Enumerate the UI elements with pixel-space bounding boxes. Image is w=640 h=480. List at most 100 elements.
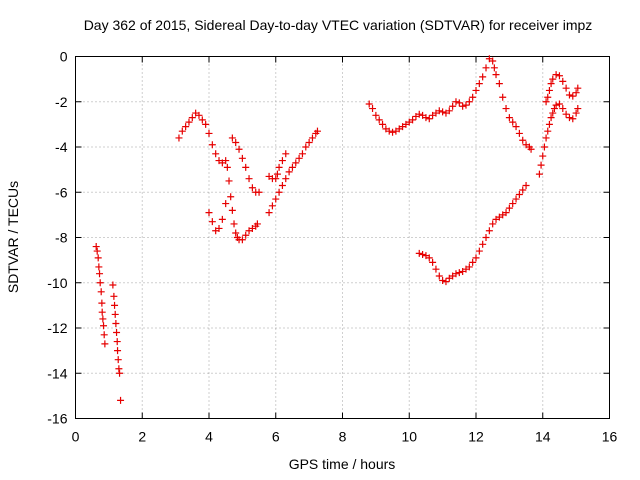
- x-tick-label: 0: [72, 429, 80, 445]
- data-point: [432, 265, 440, 273]
- y-tick-label: -14: [47, 365, 67, 381]
- data-point: [379, 120, 387, 128]
- data-point: [409, 116, 417, 124]
- data-point: [519, 186, 527, 194]
- data-point: [442, 278, 450, 286]
- data-point: [505, 114, 513, 122]
- data-point: [425, 115, 433, 123]
- data-point: [275, 188, 283, 196]
- data-point: [572, 109, 580, 117]
- data-point: [419, 250, 427, 258]
- data-point: [198, 116, 206, 124]
- data-series: [535, 100, 582, 178]
- data-point: [545, 86, 553, 94]
- data-point: [100, 322, 108, 330]
- data-point: [208, 141, 216, 149]
- data-point: [230, 220, 238, 228]
- data-point: [545, 120, 553, 128]
- data-series: [205, 200, 230, 235]
- y-tick-label: -10: [47, 275, 67, 291]
- data-point: [238, 236, 246, 244]
- data-point: [365, 100, 373, 108]
- data-point: [492, 71, 500, 79]
- data-point: [439, 276, 447, 284]
- axes: 0 2 4 6 8 10 12 14 16 0 -2 -4 -6 -8 -10 -12 -14 -16: [47, 49, 617, 445]
- data-point: [272, 175, 280, 183]
- data-point: [215, 224, 223, 232]
- data-point: [512, 195, 520, 203]
- data-point: [109, 281, 117, 289]
- data-point: [542, 98, 550, 106]
- data-point: [565, 114, 573, 122]
- data-point: [425, 254, 433, 262]
- data-point: [223, 163, 231, 171]
- data-point: [499, 93, 507, 101]
- data-point: [110, 292, 118, 300]
- data-point: [268, 202, 276, 210]
- data-point: [469, 93, 477, 101]
- data-point: [452, 270, 460, 278]
- data-marks: [92, 55, 582, 404]
- data-point: [559, 77, 567, 85]
- data-point: [537, 161, 545, 169]
- data-point: [415, 249, 423, 257]
- data-point: [562, 110, 570, 118]
- data-point: [462, 101, 470, 109]
- data-point: [232, 138, 240, 146]
- x-tick-label: 14: [535, 429, 551, 445]
- data-point: [113, 338, 121, 346]
- data-point: [278, 181, 286, 189]
- data-point: [519, 136, 527, 144]
- data-point: [385, 127, 393, 135]
- data-point: [449, 102, 457, 110]
- x-tick-label: 6: [272, 429, 280, 445]
- data-point: [422, 114, 430, 122]
- y-tick-label: -6: [55, 184, 68, 200]
- data-point: [482, 234, 490, 241]
- data-series: [365, 55, 535, 153]
- data-point: [569, 115, 577, 123]
- data-point: [202, 120, 210, 128]
- data-point: [208, 218, 216, 226]
- data-point: [111, 310, 119, 318]
- data-point: [489, 220, 497, 228]
- data-point: [490, 64, 498, 72]
- data-point: [288, 163, 296, 171]
- data-point: [515, 191, 523, 199]
- data-point: [232, 229, 240, 237]
- data-point: [555, 72, 563, 80]
- data-point: [272, 195, 280, 203]
- data-point: [302, 143, 310, 151]
- data-point: [285, 168, 293, 176]
- data-point: [188, 114, 196, 122]
- data-point: [489, 57, 497, 65]
- data-point: [415, 110, 423, 118]
- data-point: [509, 200, 517, 208]
- data-point: [114, 356, 122, 364]
- data-point: [435, 272, 443, 280]
- data-point: [117, 396, 125, 404]
- data-point: [550, 105, 558, 113]
- data-point: [522, 181, 530, 189]
- data-point: [94, 254, 102, 262]
- data-point: [242, 163, 250, 171]
- data-point: [542, 134, 550, 142]
- data-point: [539, 152, 547, 160]
- x-tick-label: 2: [138, 429, 146, 445]
- data-point: [265, 209, 273, 217]
- data-point: [445, 107, 453, 115]
- data-point: [574, 84, 582, 92]
- data-point: [502, 105, 510, 113]
- data-point: [95, 263, 103, 271]
- data-point: [552, 71, 560, 79]
- data-point: [228, 134, 236, 142]
- data-point: [205, 129, 213, 137]
- data-point: [100, 331, 108, 339]
- data-point: [527, 145, 535, 153]
- data-point: [372, 111, 380, 119]
- data-series: [228, 134, 263, 196]
- data-point: [439, 108, 447, 116]
- data-point: [185, 118, 193, 126]
- data-point: [459, 102, 467, 110]
- grid-lines: [75, 56, 610, 419]
